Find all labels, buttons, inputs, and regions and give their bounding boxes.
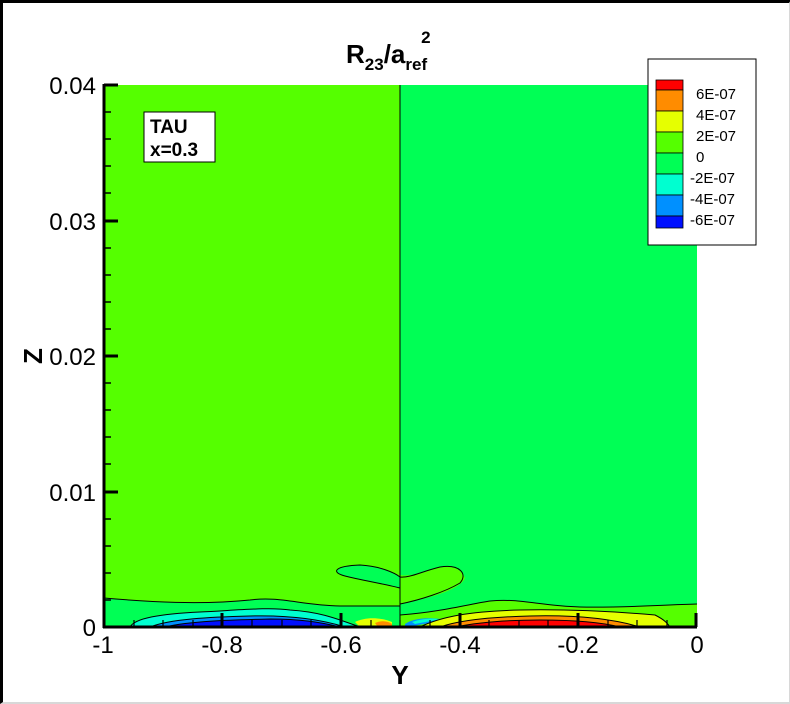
legend-swatch xyxy=(655,110,684,133)
annotation-solver: TAU xyxy=(150,117,188,138)
legend-swatch xyxy=(655,173,684,196)
legend-label: 6E-07 xyxy=(696,86,736,103)
legend-label: -2E-07 xyxy=(690,170,735,187)
legend-label: 0 xyxy=(696,149,704,166)
center-lobe-right xyxy=(399,565,464,605)
legend: 6E-07 4E-07 2E-07 0 -2E-07 -4E-07 -6E-07 xyxy=(647,58,757,246)
y-axis-title: Z xyxy=(18,348,48,364)
annotation-box: TAU x=0.3 xyxy=(143,111,216,163)
legend-label: 2E-07 xyxy=(696,128,736,145)
y-tick-label: -1 xyxy=(92,632,113,659)
axes: 0.04 0.03 0.02 0.01 0 -1 -0.8 -0.6 -0.4 … xyxy=(18,73,704,690)
legend-swatch xyxy=(655,131,684,154)
chart-title: R23/aref2 xyxy=(346,28,431,74)
legend-label: 4E-07 xyxy=(696,107,736,124)
y-minor-ticks xyxy=(133,620,668,627)
z-major-ticks xyxy=(104,83,118,494)
center-lobe-right-fill xyxy=(400,566,465,604)
contour-lines xyxy=(103,85,698,628)
legend-label: -6E-07 xyxy=(690,212,735,229)
left-region xyxy=(104,85,400,627)
y-tick-label: -0.2 xyxy=(557,632,598,659)
legend-swatch xyxy=(655,194,684,217)
y-tick-label: -0.4 xyxy=(439,632,480,659)
legend-label: -4E-07 xyxy=(690,191,735,208)
z-tick-label: 0.02 xyxy=(49,344,96,371)
y-tick-label: -0.6 xyxy=(320,632,361,659)
legend-swatch xyxy=(655,215,684,229)
y-tick-label: -0.8 xyxy=(201,632,242,659)
z-tick-label: 0 xyxy=(83,615,96,642)
z-tick-label: 0.01 xyxy=(49,480,96,507)
legend-swatch xyxy=(655,79,684,91)
z-minor-ticks xyxy=(104,111,111,601)
annotation-station: x=0.3 xyxy=(150,140,198,161)
x-axis-title: Y xyxy=(391,660,408,690)
z-tick-label: 0.03 xyxy=(49,209,96,236)
legend-swatch xyxy=(655,152,684,175)
legend-swatch xyxy=(655,89,684,112)
y-tick-label: 0 xyxy=(690,632,703,659)
y-major-ticks xyxy=(220,613,698,627)
plot-area xyxy=(103,85,698,628)
center-lobe-left xyxy=(336,564,401,589)
z-tick-label: 0.04 xyxy=(49,73,96,100)
center-right-feature-cyan xyxy=(412,618,440,624)
